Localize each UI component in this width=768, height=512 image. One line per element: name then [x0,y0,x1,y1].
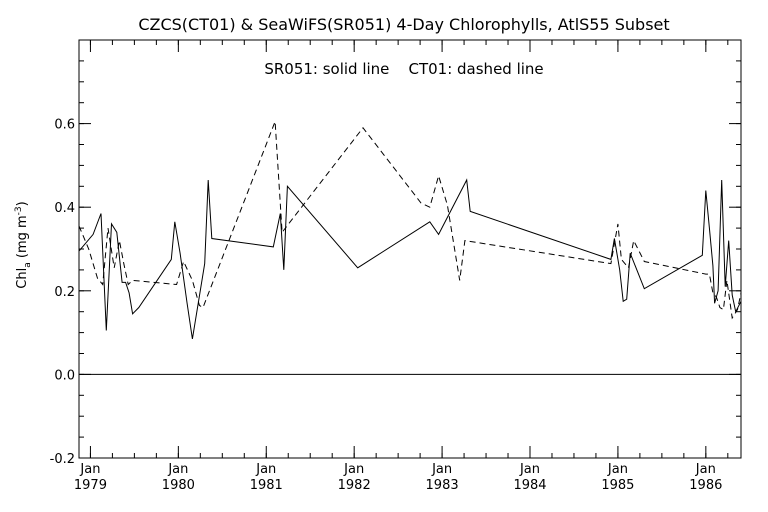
y-tick-label: 0.4 [54,201,75,216]
x-tick-year-label: 1979 [74,478,107,493]
chart-title: CZCS(CT01) & SeaWiFS(SR051) 4-Day Chloro… [138,15,669,34]
series-line-ct01 [78,121,742,320]
x-tick-year-label: 1983 [426,478,459,493]
x-tick-year-label: 1980 [162,478,195,493]
x-tick-month-label: Jan [607,462,628,477]
y-axis-label: Chla (mg m-3) [14,201,33,288]
x-tick-year-label: 1985 [601,478,634,493]
y-tick-label: 0.0 [54,368,75,383]
x-tick-month-label: Jan [519,462,540,477]
x-tick-year-label: 1982 [338,478,371,493]
plot-area: -0.20.00.20.40.6Jan1979Jan1980Jan1981Jan… [50,39,742,493]
x-tick-year-label: 1984 [513,478,546,493]
x-tick-month-label: Jan [343,462,364,477]
x-tick-month-label: Jan [79,462,100,477]
y-tick-label: 0.2 [54,285,75,300]
x-tick-month-label: Jan [431,462,452,477]
x-tick-year-label: 1986 [689,478,722,493]
y-tick-label: -0.2 [50,452,75,467]
x-tick-year-label: 1981 [250,478,283,493]
plot-frame [78,39,742,459]
x-tick-month-label: Jan [695,462,716,477]
x-tick-month-label: Jan [167,462,188,477]
x-tick-month-label: Jan [255,462,276,477]
y-tick-label: 0.6 [54,118,75,133]
series-line-sr051 [78,178,742,339]
legend-annotation: SR051: solid line CT01: dashed line [264,60,543,78]
